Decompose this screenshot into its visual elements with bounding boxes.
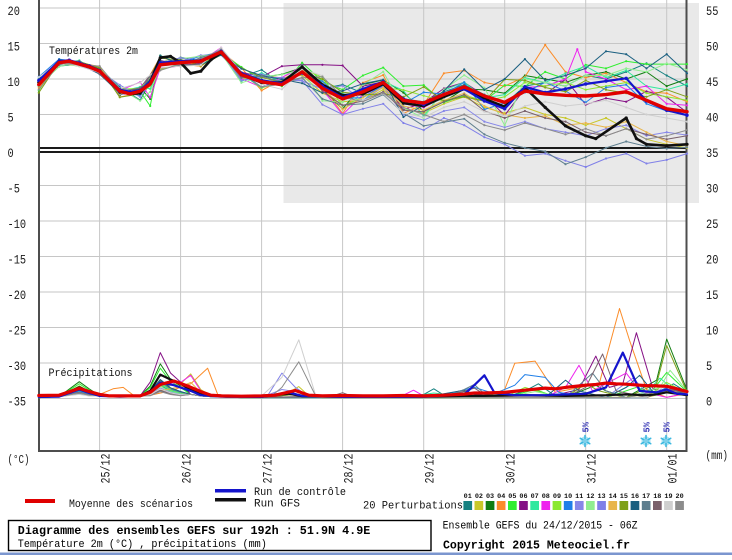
svg-text:15: 15 — [620, 493, 628, 501]
svg-text:-20: -20 — [8, 289, 27, 303]
svg-text:-10: -10 — [8, 218, 27, 232]
svg-text:04: 04 — [497, 493, 505, 501]
svg-text:10: 10 — [564, 493, 572, 501]
svg-text:16: 16 — [631, 493, 639, 501]
svg-text:08: 08 — [542, 493, 550, 501]
svg-text:5%: 5% — [582, 421, 592, 432]
svg-text:Moyenne des scénarios: Moyenne des scénarios — [69, 499, 193, 511]
svg-text:09: 09 — [553, 493, 561, 501]
svg-text:15: 15 — [706, 289, 718, 303]
svg-text:20: 20 — [706, 254, 718, 268]
svg-text:25: 25 — [706, 218, 718, 232]
svg-text:11: 11 — [575, 493, 583, 501]
svg-text:31/12: 31/12 — [585, 454, 600, 484]
svg-text:45: 45 — [706, 76, 718, 90]
svg-text:-35: -35 — [8, 396, 27, 410]
svg-text:18: 18 — [653, 493, 661, 501]
svg-text:10: 10 — [8, 76, 20, 90]
svg-text:Précipitations: Précipitations — [49, 368, 133, 380]
svg-text:12: 12 — [586, 493, 594, 501]
svg-text:Ensemble GEFS du 24/12/2015 -: Ensemble GEFS du 24/12/2015 - 06Z — [443, 521, 638, 533]
svg-text:26/12: 26/12 — [180, 454, 195, 484]
svg-text:13: 13 — [597, 493, 605, 501]
svg-text:Température 2m (°C) , précipit: Température 2m (°C) , précipitations (mm… — [18, 539, 267, 551]
svg-text:10: 10 — [706, 325, 718, 339]
svg-text:0: 0 — [8, 147, 14, 161]
svg-text:28/12: 28/12 — [342, 454, 357, 484]
svg-text:50: 50 — [706, 41, 718, 55]
svg-text:-25: -25 — [8, 325, 27, 339]
svg-text:20 Perturbations: 20 Perturbations — [363, 501, 463, 513]
svg-text:14: 14 — [609, 493, 617, 501]
svg-text:-30: -30 — [8, 360, 27, 374]
svg-text:5: 5 — [8, 112, 14, 126]
svg-text:15: 15 — [8, 41, 20, 55]
svg-text:20: 20 — [676, 493, 684, 501]
svg-text:-5: -5 — [8, 183, 20, 197]
svg-text:27/12: 27/12 — [261, 454, 276, 484]
svg-text:03: 03 — [486, 493, 494, 501]
svg-text:02: 02 — [475, 493, 483, 501]
svg-text:05: 05 — [508, 493, 516, 501]
svg-text:Run GFS: Run GFS — [254, 499, 300, 511]
svg-text:55: 55 — [706, 5, 718, 19]
svg-text:0: 0 — [706, 396, 712, 410]
svg-text:17: 17 — [642, 493, 650, 501]
svg-text:35: 35 — [706, 147, 718, 161]
svg-text:40: 40 — [706, 112, 718, 126]
svg-text:01/01: 01/01 — [666, 453, 681, 483]
svg-text:5: 5 — [706, 360, 712, 374]
svg-text:20: 20 — [8, 5, 20, 19]
svg-text:29/12: 29/12 — [423, 454, 438, 484]
svg-text:30/12: 30/12 — [504, 454, 519, 484]
svg-text:Diagramme des ensembles GEFS s: Diagramme des ensembles GEFS sur 192h : … — [18, 524, 371, 538]
svg-text:Copyright 2015 Meteociel.fr: Copyright 2015 Meteociel.fr — [443, 539, 630, 553]
svg-text:Températures 2m: Températures 2m — [49, 46, 138, 58]
svg-text:(mm): (mm) — [706, 450, 729, 463]
svg-text:07: 07 — [531, 493, 539, 501]
svg-text:(°C): (°C) — [8, 454, 30, 467]
svg-text:06: 06 — [519, 493, 527, 501]
svg-text:30: 30 — [706, 183, 718, 197]
svg-text:25/12: 25/12 — [99, 454, 114, 484]
svg-text:Run de contrôle: Run de contrôle — [254, 487, 346, 499]
svg-text:01: 01 — [464, 493, 472, 501]
svg-text:5%: 5% — [663, 421, 673, 432]
svg-text:5%: 5% — [643, 421, 653, 432]
svg-text:-15: -15 — [8, 254, 27, 268]
svg-text:19: 19 — [664, 493, 672, 501]
